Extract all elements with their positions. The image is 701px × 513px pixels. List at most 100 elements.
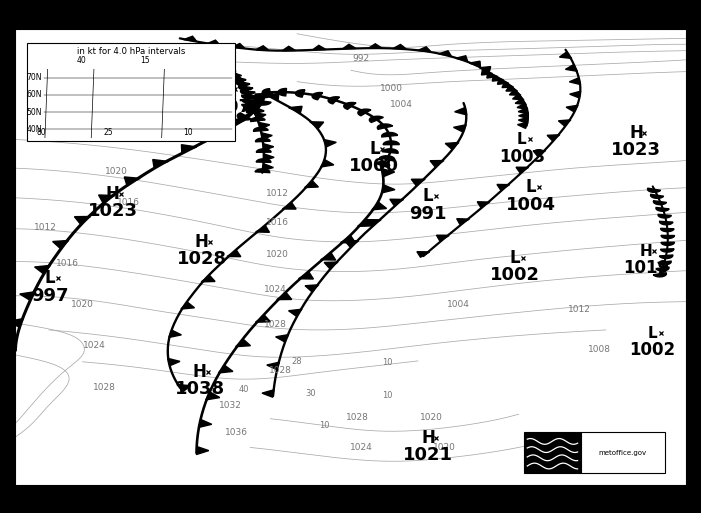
Text: in kt for 4.0 hPa intervals: in kt for 4.0 hPa intervals [77, 47, 186, 55]
Polygon shape [498, 79, 509, 84]
Polygon shape [257, 149, 271, 152]
Polygon shape [266, 93, 279, 100]
Text: 1020: 1020 [420, 413, 443, 422]
Text: 1016: 1016 [266, 219, 289, 227]
Polygon shape [313, 45, 326, 50]
Polygon shape [469, 61, 480, 67]
Text: 10: 10 [383, 358, 393, 367]
Polygon shape [393, 45, 407, 49]
Text: L: L [222, 81, 232, 98]
Polygon shape [34, 265, 50, 273]
Polygon shape [358, 109, 371, 116]
Text: H: H [195, 233, 209, 251]
Polygon shape [256, 226, 269, 232]
Polygon shape [263, 144, 274, 150]
Polygon shape [254, 113, 266, 119]
Polygon shape [570, 91, 580, 98]
Polygon shape [517, 122, 528, 128]
Polygon shape [417, 252, 430, 257]
Polygon shape [437, 235, 449, 241]
Polygon shape [254, 100, 271, 105]
Polygon shape [169, 330, 182, 338]
Polygon shape [418, 47, 431, 52]
Polygon shape [660, 255, 673, 259]
Text: 1024: 1024 [350, 443, 372, 452]
Text: 1024: 1024 [83, 341, 105, 350]
Text: 40: 40 [238, 385, 249, 393]
Polygon shape [207, 131, 222, 139]
Polygon shape [305, 181, 318, 188]
Polygon shape [660, 221, 673, 225]
Text: 1020: 1020 [433, 443, 456, 452]
Polygon shape [658, 214, 672, 218]
Polygon shape [445, 143, 459, 149]
Polygon shape [310, 122, 324, 128]
Text: 1007: 1007 [202, 97, 252, 116]
Polygon shape [358, 220, 372, 226]
Text: 1028: 1028 [93, 383, 116, 392]
Polygon shape [533, 150, 546, 156]
Polygon shape [559, 52, 572, 58]
Polygon shape [275, 334, 289, 342]
Polygon shape [255, 93, 273, 98]
Text: 1004: 1004 [390, 100, 413, 109]
Polygon shape [264, 154, 274, 161]
Text: L: L [423, 187, 433, 205]
Polygon shape [242, 95, 257, 99]
Text: L: L [510, 249, 521, 267]
Text: 1024: 1024 [264, 285, 287, 294]
Polygon shape [377, 124, 393, 129]
Polygon shape [502, 83, 514, 88]
Polygon shape [375, 162, 390, 168]
Polygon shape [153, 160, 168, 167]
Polygon shape [390, 199, 404, 205]
Polygon shape [247, 104, 260, 110]
Polygon shape [182, 145, 197, 152]
Text: 1019: 1019 [623, 260, 669, 278]
Polygon shape [660, 249, 674, 252]
Text: 15: 15 [140, 56, 150, 65]
Polygon shape [324, 262, 338, 268]
Polygon shape [324, 140, 336, 147]
Text: 1004: 1004 [447, 300, 470, 309]
Polygon shape [60, 107, 72, 115]
Text: 997: 997 [32, 287, 69, 305]
Polygon shape [258, 122, 270, 129]
Text: 1036: 1036 [225, 428, 248, 437]
Polygon shape [487, 73, 498, 78]
Polygon shape [233, 76, 246, 82]
Polygon shape [181, 302, 194, 309]
Polygon shape [295, 90, 305, 97]
Polygon shape [482, 70, 493, 75]
Polygon shape [262, 89, 271, 96]
Polygon shape [124, 177, 140, 184]
Polygon shape [277, 293, 292, 300]
Polygon shape [20, 292, 35, 300]
Polygon shape [343, 103, 356, 109]
Polygon shape [305, 285, 319, 291]
Polygon shape [227, 250, 240, 256]
Text: 1028: 1028 [269, 366, 292, 376]
Text: 1004: 1004 [505, 195, 556, 213]
Text: 1028: 1028 [346, 413, 369, 422]
Polygon shape [299, 272, 313, 279]
Polygon shape [343, 44, 356, 49]
Text: 40: 40 [76, 56, 86, 65]
Text: 1003: 1003 [499, 148, 545, 166]
Text: 1002: 1002 [490, 266, 540, 284]
Polygon shape [381, 169, 395, 176]
Polygon shape [256, 159, 271, 162]
Polygon shape [651, 194, 664, 199]
Polygon shape [516, 167, 529, 173]
Polygon shape [518, 117, 529, 124]
Text: 1012: 1012 [568, 305, 590, 314]
Polygon shape [367, 220, 381, 226]
Polygon shape [372, 203, 386, 210]
Polygon shape [430, 161, 444, 167]
Bar [524, 432, 581, 473]
Polygon shape [236, 340, 250, 347]
Polygon shape [196, 446, 209, 455]
Polygon shape [283, 203, 296, 209]
Polygon shape [661, 235, 674, 239]
Polygon shape [506, 86, 517, 91]
